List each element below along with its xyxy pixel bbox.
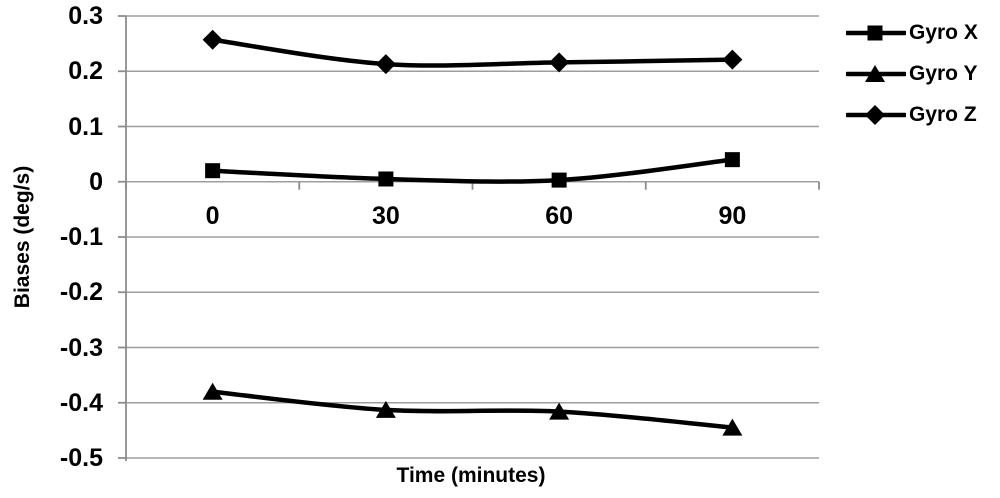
series-line-gyro-y [210, 389, 735, 430]
series-marker-gyro-y [549, 402, 570, 420]
legend-item-label: Gyro X [909, 21, 978, 44]
series-marker-gyro-y [722, 418, 743, 436]
legend: Gyro X Gyro Y Gyro Z [846, 20, 978, 128]
y-tick-label: -0.5 [59, 444, 103, 472]
legend-item-gyro-y: Gyro Y [846, 61, 978, 87]
legend-triangle-marker-icon [846, 65, 906, 82]
legend-diamond-marker-icon [846, 105, 906, 125]
x-tick-label: 90 [718, 202, 747, 230]
x-tick-label: 30 [371, 202, 400, 230]
series-marker-gyro-z [202, 29, 223, 50]
x-axis-title: Time (minutes) [396, 464, 546, 487]
series-marker-gyro-z [722, 49, 743, 70]
series-marker-gyro-x [724, 152, 740, 168]
series-marker-gyro-z [549, 52, 570, 73]
legend-item-gyro-x: Gyro X [846, 20, 978, 46]
x-tick-label: 60 [545, 202, 574, 230]
y-tick-label: 0.1 [68, 112, 103, 141]
legend-square-marker-icon [846, 25, 906, 41]
y-tick-label: -0.4 [59, 388, 103, 417]
y-tick-label: -0.2 [59, 278, 103, 307]
y-tick-label: 0.2 [68, 57, 103, 86]
series-line-gyro-x [210, 157, 735, 184]
series-marker-gyro-x [205, 163, 221, 179]
series-marker-gyro-x [378, 171, 394, 187]
series-marker-gyro-x [551, 172, 567, 188]
y-tick-label: -0.3 [59, 333, 103, 362]
series-marker-gyro-y [375, 400, 396, 418]
series-marker-gyro-y [202, 382, 223, 400]
legend-item-gyro-z: Gyro Z [846, 102, 978, 128]
x-tick-label: 0 [205, 202, 220, 230]
y-tick-label: -0.1 [59, 223, 103, 251]
series-marker-gyro-z [375, 54, 396, 75]
y-tick-label: 0.3 [68, 2, 103, 30]
legend-item-label: Gyro Z [909, 103, 977, 126]
y-tick-label: 0 [89, 167, 103, 196]
series-line-gyro-z [210, 37, 735, 68]
legend-item-label: Gyro Y [909, 62, 978, 85]
